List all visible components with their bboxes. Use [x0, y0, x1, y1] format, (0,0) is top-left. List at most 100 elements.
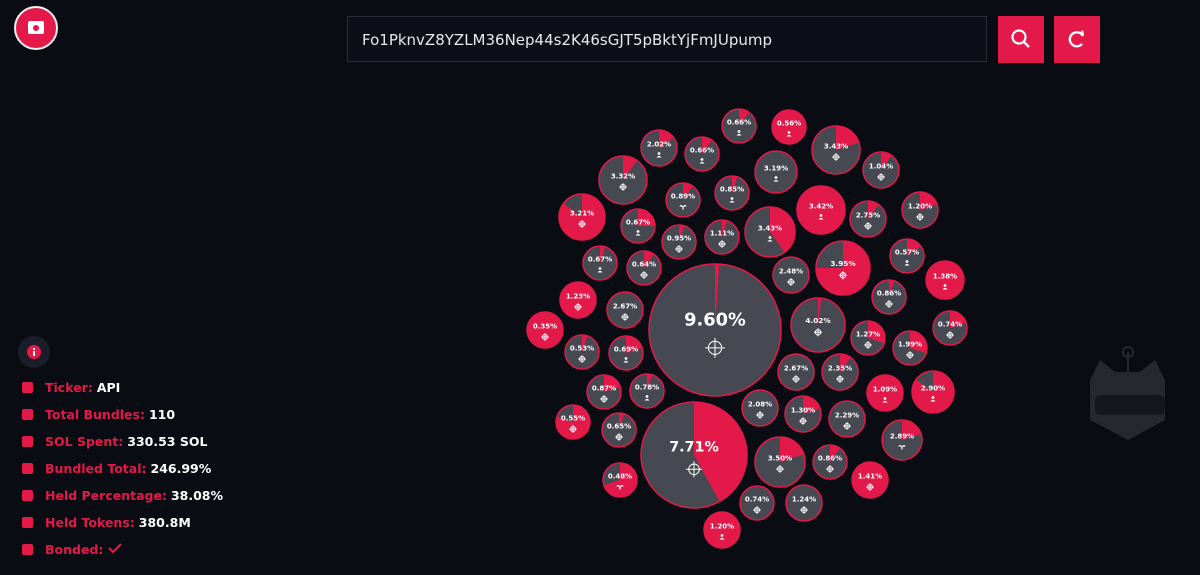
bubble-label: 0.78% [635, 383, 659, 391]
bubble[interactable]: 1.99% [892, 330, 928, 366]
bubble[interactable]: 2.90% [911, 370, 955, 414]
bubble[interactable]: 2.35% [821, 353, 859, 391]
bubble-held-slice [702, 137, 712, 154]
bubble[interactable]: 4.02% [790, 297, 846, 353]
bubble[interactable]: 2.29% [828, 400, 866, 438]
bubble-label: 9.60% [684, 310, 746, 331]
logo[interactable] [14, 6, 58, 50]
info-button[interactable] [18, 336, 50, 368]
person-icon-body [904, 263, 910, 266]
bubble[interactable]: 1.09% [866, 374, 904, 412]
person-icon-body [736, 133, 742, 136]
bubble[interactable]: 2.67% [606, 291, 644, 329]
bubble[interactable]: 3.43% [744, 206, 796, 258]
stat-label: Bundled Total: [45, 461, 147, 476]
bubble[interactable]: 0.53% [564, 334, 600, 370]
bubble-label: 1.09% [873, 385, 897, 393]
bubble[interactable]: 1.11% [704, 219, 740, 255]
stat-value: 38.08% [170, 488, 224, 503]
bubble[interactable]: 1.23% [559, 281, 597, 319]
bubble[interactable]: 0.57% [889, 238, 925, 274]
bubble[interactable]: 2.67% [777, 353, 815, 391]
bubble-held-slice [559, 194, 605, 241]
bubble[interactable]: 0.66% [684, 136, 720, 172]
target-icon-cross [787, 278, 795, 286]
bubble[interactable]: 1.24% [785, 484, 823, 522]
bubble-held-slice [603, 463, 637, 497]
bubble[interactable]: 3.19% [754, 150, 798, 194]
bubble[interactable]: 2.02% [640, 129, 678, 167]
bubble[interactable]: 0.74% [932, 310, 968, 346]
bubble[interactable]: 3.43% [811, 125, 861, 175]
bubble[interactable]: 3.95% [815, 240, 871, 296]
person-icon-body [818, 217, 824, 220]
bubble[interactable]: 1.30% [784, 395, 822, 433]
stat-row: Bundled Total: 246.99% [22, 460, 211, 478]
stat-label: Held Tokens: [45, 515, 135, 530]
bubble[interactable]: 2.89% [881, 419, 923, 461]
bubble[interactable]: 0.95% [661, 224, 697, 260]
bubble[interactable]: 2.75% [849, 200, 887, 238]
target-icon-cross [753, 506, 761, 514]
stat-label: SOL Spent: [45, 434, 124, 449]
bubble[interactable]: 3.21% [558, 193, 606, 241]
bubble[interactable]: 0.69% [608, 335, 644, 371]
bubble-label: 0.67% [626, 218, 650, 226]
bubble[interactable]: 3.50% [754, 436, 806, 488]
bubble[interactable]: 3.32% [598, 155, 648, 205]
bubble[interactable]: 7.71% [640, 401, 748, 509]
info-icon [27, 345, 41, 359]
bubble[interactable]: 2.48% [772, 256, 810, 294]
bubble-label: 7.71% [669, 439, 719, 455]
person-icon-head [787, 131, 791, 134]
bubble[interactable]: 1.41% [851, 461, 889, 499]
bubble-label: 0.86% [818, 454, 842, 462]
bubble[interactable]: 0.86% [871, 279, 907, 315]
target-icon-cross [718, 240, 726, 248]
search-button[interactable] [998, 16, 1044, 63]
bubble[interactable]: 3.42% [796, 185, 846, 235]
bubble-label: 3.32% [611, 172, 635, 180]
bubble[interactable]: 0.55% [555, 404, 591, 440]
bubble[interactable]: 1.38% [925, 260, 965, 300]
bubble[interactable]: 0.86% [812, 444, 848, 480]
stat-row: Total Bundles: 110 [22, 406, 175, 424]
bubble[interactable]: 0.74% [739, 485, 775, 521]
bubble[interactable]: 0.78% [629, 373, 665, 409]
target-icon-cross [864, 341, 872, 349]
person-icon-body [656, 155, 662, 158]
bubble[interactable]: 0.65% [601, 412, 637, 448]
bubble[interactable]: 1.27% [850, 320, 886, 356]
bubble[interactable]: 0.56% [771, 109, 807, 145]
bubble[interactable]: 9.60% [648, 263, 782, 397]
refresh-button[interactable] [1054, 16, 1100, 63]
person-icon-head [700, 158, 704, 161]
bubble-label: 0.64% [632, 260, 656, 268]
target-icon-cross [864, 222, 872, 230]
bubble[interactable]: 0.67% [582, 245, 618, 281]
bubble[interactable]: 0.89% [665, 182, 701, 218]
logo-icon [28, 21, 44, 34]
bubble[interactable]: 2.08% [741, 389, 779, 427]
bubble-held-slice [644, 251, 654, 268]
bubble[interactable]: 0.85% [714, 175, 750, 211]
target-icon-cross [640, 271, 648, 279]
bubble[interactable]: 0.35% [526, 311, 564, 349]
person-icon-body [773, 179, 779, 182]
bubble[interactable]: 0.64% [626, 250, 662, 286]
bubble-label: 0.66% [727, 118, 751, 126]
bubble[interactable]: 0.48% [602, 462, 638, 498]
bubble-label: 2.48% [779, 267, 803, 275]
bubble[interactable]: 0.87% [586, 374, 622, 410]
bubble[interactable]: 0.66% [721, 108, 757, 144]
bubble[interactable]: 1.20% [901, 191, 939, 229]
target-icon-cross [866, 483, 874, 491]
bubble[interactable]: 1.20% [703, 511, 741, 549]
person-icon-head [730, 197, 734, 200]
search-input[interactable]: Fo1PknvZ8YZLM36Nep44s2K46sGJT5pBktYjFmJU… [347, 16, 987, 62]
stat-icon [22, 490, 33, 501]
bubble-label: 0.69% [614, 345, 638, 353]
bubble-base [606, 291, 644, 329]
bubble[interactable]: 0.67% [620, 208, 656, 244]
bubble[interactable]: 1.04% [862, 151, 900, 189]
